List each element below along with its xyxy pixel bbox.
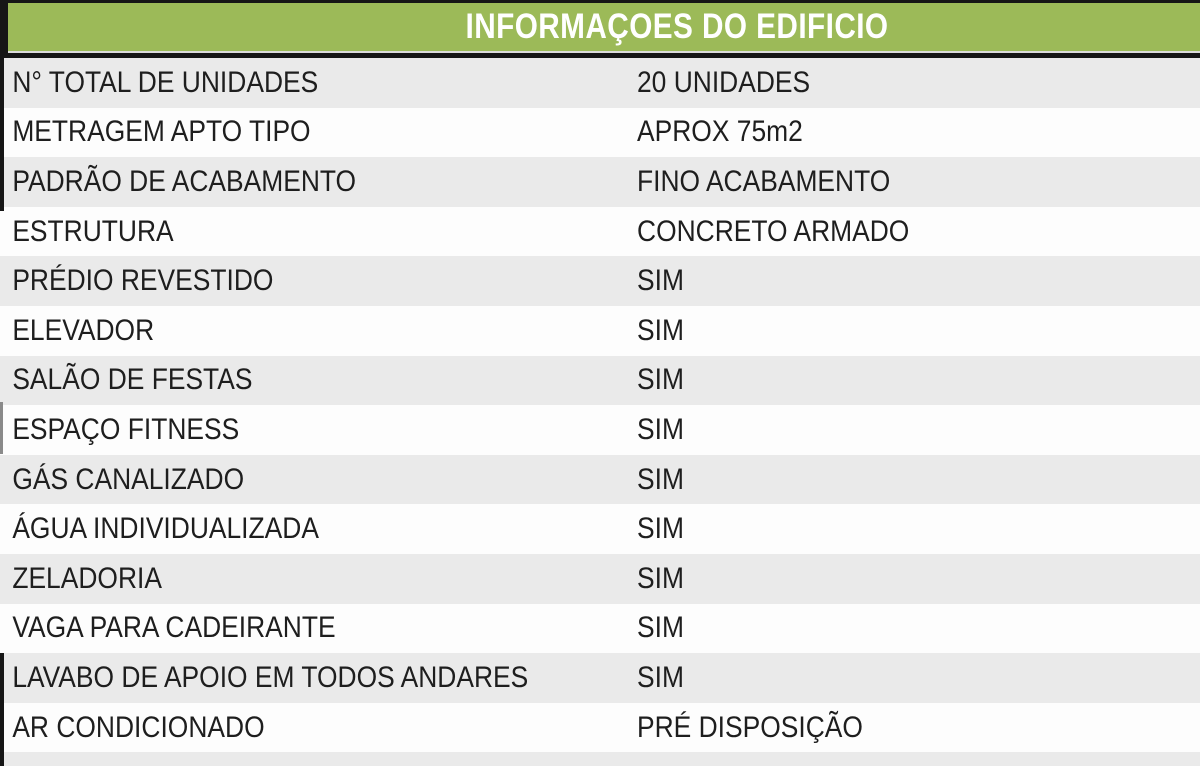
- row-label: ZELADORIA: [12, 561, 162, 595]
- table-row: ELEVADOR SIM: [0, 305, 1200, 356]
- row-label: PRÉDIO REVESTIDO: [12, 264, 274, 298]
- row-value: SIM: [637, 660, 684, 694]
- table-title: INFORMAÇOES DO EDIFICIO: [465, 7, 889, 46]
- row-value: 20 UNIDADES: [637, 65, 811, 99]
- table-row: AR CONDICIONADO PRÉ DISPOSIÇÃO: [0, 702, 1200, 753]
- table-row: ESTRUTURA CONCRETO ARMADO: [0, 206, 1200, 257]
- table-row: ESPAÇO FITNESS SIM: [0, 405, 1200, 455]
- table-row: ZELADORIA SIM: [0, 553, 1200, 604]
- header-divider-line: [0, 53, 1200, 58]
- table-header: INFORMAÇOES DO EDIFICIO: [0, 3, 1200, 51]
- row-value: PRÉ DISPOSIÇÃO: [637, 710, 863, 744]
- table-row: LAVABO DE APOIO EM TODOS ANDARES SIM: [0, 653, 1200, 703]
- row-label: GÁS CANALIZADO: [12, 462, 245, 496]
- table-row: GÁS CANALIZADO SIM: [0, 454, 1200, 505]
- row-value: SIM: [637, 412, 684, 446]
- row-value: FINO ACABAMENTO: [637, 164, 891, 198]
- row-label: ESPAÇO FITNESS: [12, 412, 240, 446]
- row-value: SIM: [637, 561, 684, 595]
- table-body: N° TOTAL DE UNIDADES 20 UNIDADES METRAGE…: [0, 58, 1200, 753]
- table-row: METRAGEM APTO TIPO APROX 75m2: [0, 107, 1200, 158]
- left-border-fragment-top: [0, 53, 4, 211]
- header-gap-line: [0, 51, 1200, 53]
- row-value: SIM: [637, 264, 684, 298]
- row-label: ELEVADOR: [12, 313, 155, 347]
- row-value: CONCRETO ARMADO: [637, 214, 910, 248]
- row-value: SIM: [637, 611, 684, 645]
- row-label: PADRÃO DE ACABAMENTO: [12, 164, 357, 198]
- row-label: ESTRUTURA: [12, 214, 174, 248]
- table-top-border: [0, 0, 1200, 3]
- row-value: SIM: [637, 462, 684, 496]
- partial-next-row: [0, 752, 1200, 766]
- row-label: METRAGEM APTO TIPO: [12, 115, 311, 149]
- left-border-fragment-bottom: [0, 653, 4, 766]
- row-value: APROX 75m2: [637, 115, 803, 149]
- row-value: SIM: [637, 512, 684, 546]
- table-row: N° TOTAL DE UNIDADES 20 UNIDADES: [0, 58, 1200, 108]
- row-label: SALÃO DE FESTAS: [12, 363, 253, 397]
- row-label: LAVABO DE APOIO EM TODOS ANDARES: [12, 660, 529, 694]
- left-border-fragment-middle: [0, 402, 3, 454]
- row-label: AR CONDICIONADO: [12, 710, 265, 744]
- table-row: PADRÃO DE ACABAMENTO FINO ACABAMENTO: [0, 157, 1200, 207]
- row-label: ÁGUA INDIVIDUALIZADA: [12, 512, 319, 546]
- row-label: N° TOTAL DE UNIDADES: [12, 65, 319, 99]
- table-row: PRÉDIO REVESTIDO SIM: [0, 256, 1200, 306]
- table-row: ÁGUA INDIVIDUALIZADA SIM: [0, 504, 1200, 554]
- left-border-fragment-header: [0, 0, 8, 53]
- row-label: VAGA PARA CADEIRANTE: [12, 611, 336, 645]
- row-value: SIM: [637, 313, 684, 347]
- table-row: VAGA PARA CADEIRANTE SIM: [0, 603, 1200, 654]
- row-value: SIM: [637, 363, 684, 397]
- table-row: SALÃO DE FESTAS SIM: [0, 355, 1200, 406]
